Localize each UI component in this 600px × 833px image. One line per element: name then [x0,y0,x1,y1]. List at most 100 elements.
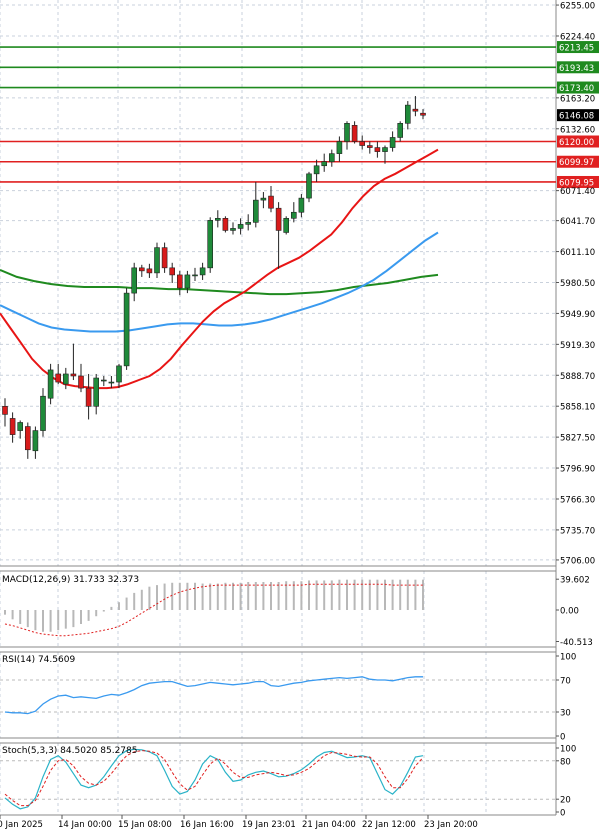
macd-signal-line [4,583,423,637]
rsi-label: RSI(14) 74.5609 [2,655,75,665]
candle-body [253,199,259,223]
candle-body [78,375,84,389]
candle-body [336,141,343,154]
candle-body [161,247,168,269]
time-tick-label: 14 Jan 00:00 [58,820,112,830]
support-resistance-levels: 6213.45 6193.43 6173.40 6120.00 6099.97 6079.… [0,41,599,188]
candle-body [215,218,221,221]
candle-body [62,373,69,385]
candle-body [177,274,183,289]
resistance-level-label: 6193.43 [559,64,594,74]
candle-body [260,197,267,201]
price-tick-label: 6132.60 [560,125,595,135]
price-tick-label: 5796.90 [560,465,595,475]
candle-body [298,197,305,213]
support-level-tag [557,175,599,188]
support-level-label: 6079.95 [559,178,594,188]
candle-body [344,123,350,142]
candle-body [17,422,24,431]
candle-body [101,379,107,382]
panel-tick-label: 0 [560,809,565,819]
panel-tick-label: 0 [560,733,565,743]
panel-tick-label: 100 [560,653,576,663]
time-tick-label: 10 Jan 2025 [0,820,43,830]
candle-body [154,247,160,274]
panel-gap [0,647,600,652]
price-tick-label: 5949.90 [560,310,595,320]
support-level-tag [557,155,599,168]
candle-body [222,218,229,231]
panel-tick-label: -40.513 [560,638,593,648]
candle-body [207,220,213,269]
candle-body [108,381,115,384]
candle-body [70,373,77,377]
stoch-d-line [4,750,424,807]
price-tick-label: 5735.70 [560,526,595,536]
ma-fast-line [0,148,439,390]
time-tick-label: 22 Jan 12:00 [362,820,416,830]
support-level-label: 6120.00 [559,138,594,148]
indicator-labels: MACD(12,26,9) 31.733 32.373 RSI(14) 74.5… [2,575,139,756]
candle-body [40,395,46,431]
price-tick-label: 5858.10 [560,403,595,413]
macd-panel: 39.602 0.00 -40.513 [4,576,593,648]
resistance-level-label: 6213.45 [559,44,594,54]
current-price-tag [557,109,599,122]
candle-body [245,222,251,225]
candle-body [290,211,297,219]
candle-body [116,365,122,383]
candle-body [184,274,191,289]
candle-body [131,267,137,294]
price-tick-label: 6255.00 [560,2,595,12]
price-tick-label: 5706.00 [560,556,595,566]
resistance-level-label: 6173.40 [559,84,594,94]
candle-body [420,112,426,116]
panel-tick-label: 80 [560,757,571,767]
candle-body [24,426,31,451]
candle-body [351,125,358,142]
panel-tick-label: 20 [560,796,571,806]
candle-body [306,173,312,199]
price-tick-label: 6224.40 [560,32,595,42]
candle-body [55,373,62,383]
time-tick-label: 21 Jan 04:00 [302,820,356,830]
candle-body [268,195,274,209]
macd-label: MACD(12,26,9) 31.733 32.373 [2,575,139,585]
price-tick-label: 6163.20 [560,94,595,104]
candlesticks [2,96,426,459]
current-price-label: 6146.08 [559,112,594,122]
candle-body [199,267,206,276]
price-tick-label: 6071.40 [560,187,595,197]
resistance-level-tag [557,81,599,94]
resistance-level-tag [557,41,599,54]
candle-body [366,145,373,148]
time-tick-label: 15 Jan 08:00 [118,820,172,830]
price-tick-label: 5980.50 [560,279,595,289]
candle-body [283,218,290,233]
candle-body [230,228,236,231]
candle-body [404,104,411,124]
stochastic-panel: 100 80 20 0 [0,745,576,819]
time-tick-label: 23 Jan 20:00 [424,820,478,830]
rsi-panel: 100 70 30 0 [0,653,576,743]
price-tick-label: 5888.70 [560,372,595,382]
price-tick-label: 5919.30 [560,341,595,351]
candle-body [9,418,16,435]
candle-body [359,141,366,146]
candle-body [382,147,388,152]
price-tick-label: 6041.70 [560,217,595,227]
time-axis: 10 Jan 2025 14 Jan 00:00 15 Jan 08:00 16 Ja… [0,815,478,830]
candle-body [275,207,282,231]
panel-gap [0,738,600,743]
panel-gap [0,566,600,571]
price-tick-label: 5827.50 [560,434,595,444]
stoch-k-line [4,748,424,810]
support-level-tag [557,135,599,148]
grid [0,0,600,816]
candle-body [2,406,8,415]
candle-body [192,274,198,277]
panel-tick-label: 0.00 [560,607,579,617]
rsi-line [4,676,423,715]
candle-body [237,224,244,229]
